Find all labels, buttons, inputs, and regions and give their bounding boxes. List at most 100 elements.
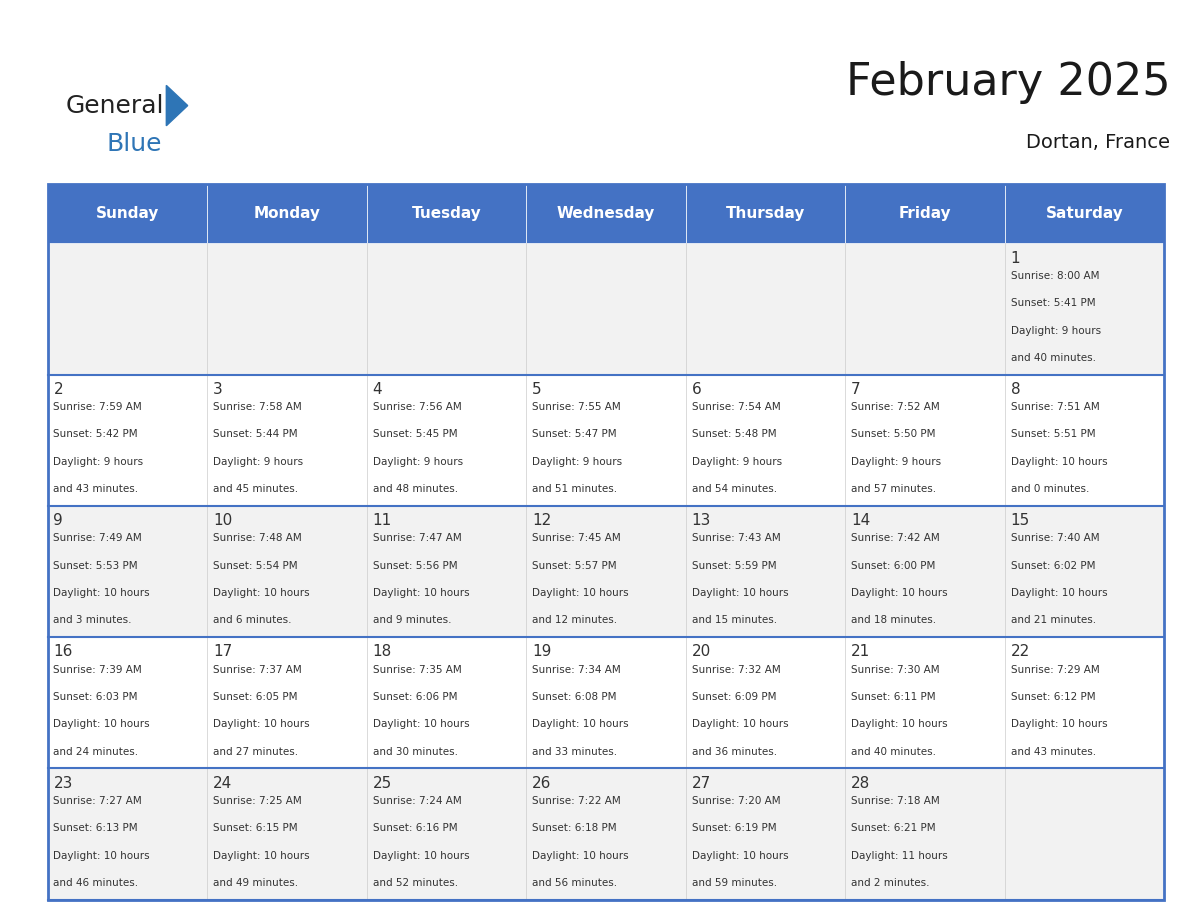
Text: Sunset: 5:45 PM: Sunset: 5:45 PM bbox=[373, 430, 457, 440]
Text: Daylight: 9 hours: Daylight: 9 hours bbox=[1011, 326, 1101, 335]
Text: Sunrise: 7:52 AM: Sunrise: 7:52 AM bbox=[851, 402, 940, 412]
Text: Sunday: Sunday bbox=[95, 206, 159, 221]
Text: and 21 minutes.: and 21 minutes. bbox=[1011, 615, 1095, 625]
Text: Sunrise: 7:42 AM: Sunrise: 7:42 AM bbox=[851, 533, 940, 543]
Text: and 40 minutes.: and 40 minutes. bbox=[851, 746, 936, 756]
Text: Daylight: 9 hours: Daylight: 9 hours bbox=[851, 457, 941, 466]
Text: and 57 minutes.: and 57 minutes. bbox=[851, 484, 936, 494]
Text: 14: 14 bbox=[851, 513, 871, 528]
Text: Daylight: 9 hours: Daylight: 9 hours bbox=[532, 457, 623, 466]
Text: and 40 minutes.: and 40 minutes. bbox=[1011, 353, 1095, 363]
Text: Sunrise: 8:00 AM: Sunrise: 8:00 AM bbox=[1011, 271, 1099, 281]
Text: Daylight: 10 hours: Daylight: 10 hours bbox=[53, 588, 150, 598]
Text: Sunset: 6:02 PM: Sunset: 6:02 PM bbox=[1011, 561, 1095, 571]
Text: 5: 5 bbox=[532, 382, 542, 397]
Bar bbox=[685, 506, 845, 637]
Text: Sunrise: 7:35 AM: Sunrise: 7:35 AM bbox=[373, 665, 461, 675]
Text: 1: 1 bbox=[1011, 251, 1020, 265]
Text: 28: 28 bbox=[851, 776, 871, 790]
Text: 12: 12 bbox=[532, 513, 551, 528]
Text: 17: 17 bbox=[213, 644, 232, 659]
Text: Sunrise: 7:51 AM: Sunrise: 7:51 AM bbox=[1011, 402, 1099, 412]
Text: 22: 22 bbox=[1011, 644, 1030, 659]
Text: 8: 8 bbox=[1011, 382, 1020, 397]
Text: and 24 minutes.: and 24 minutes. bbox=[53, 746, 139, 756]
Text: Sunrise: 7:22 AM: Sunrise: 7:22 AM bbox=[532, 796, 621, 806]
Bar bbox=[526, 375, 685, 506]
Text: Sunrise: 7:43 AM: Sunrise: 7:43 AM bbox=[691, 533, 781, 543]
Text: and 43 minutes.: and 43 minutes. bbox=[1011, 746, 1095, 756]
Text: Sunrise: 7:39 AM: Sunrise: 7:39 AM bbox=[53, 665, 143, 675]
Bar bbox=[367, 243, 526, 375]
Text: 13: 13 bbox=[691, 513, 710, 528]
Bar bbox=[48, 768, 207, 900]
Text: 9: 9 bbox=[53, 513, 63, 528]
Text: Daylight: 10 hours: Daylight: 10 hours bbox=[691, 851, 788, 860]
Bar bbox=[685, 375, 845, 506]
Text: Daylight: 10 hours: Daylight: 10 hours bbox=[373, 720, 469, 729]
Text: and 12 minutes.: and 12 minutes. bbox=[532, 615, 618, 625]
Bar bbox=[845, 243, 1005, 375]
Text: Daylight: 10 hours: Daylight: 10 hours bbox=[1011, 720, 1107, 729]
Text: Sunrise: 7:49 AM: Sunrise: 7:49 AM bbox=[53, 533, 143, 543]
Text: Daylight: 10 hours: Daylight: 10 hours bbox=[213, 588, 310, 598]
Text: Daylight: 9 hours: Daylight: 9 hours bbox=[213, 457, 303, 466]
Text: Sunset: 5:51 PM: Sunset: 5:51 PM bbox=[1011, 430, 1095, 440]
Text: Daylight: 9 hours: Daylight: 9 hours bbox=[691, 457, 782, 466]
Bar bbox=[685, 184, 845, 243]
Text: and 49 minutes.: and 49 minutes. bbox=[213, 878, 298, 888]
Bar bbox=[367, 375, 526, 506]
Text: Sunset: 5:48 PM: Sunset: 5:48 PM bbox=[691, 430, 776, 440]
Text: Sunrise: 7:55 AM: Sunrise: 7:55 AM bbox=[532, 402, 621, 412]
Bar bbox=[1005, 506, 1164, 637]
Text: Daylight: 10 hours: Daylight: 10 hours bbox=[53, 851, 150, 860]
Bar bbox=[367, 637, 526, 768]
Text: Sunrise: 7:37 AM: Sunrise: 7:37 AM bbox=[213, 665, 302, 675]
Text: Sunset: 5:57 PM: Sunset: 5:57 PM bbox=[532, 561, 617, 571]
Bar bbox=[48, 184, 1164, 900]
Text: Daylight: 10 hours: Daylight: 10 hours bbox=[373, 851, 469, 860]
Bar bbox=[1005, 768, 1164, 900]
Text: Sunset: 5:56 PM: Sunset: 5:56 PM bbox=[373, 561, 457, 571]
Text: Sunset: 6:18 PM: Sunset: 6:18 PM bbox=[532, 823, 617, 834]
Text: Sunset: 6:15 PM: Sunset: 6:15 PM bbox=[213, 823, 298, 834]
Text: Dortan, France: Dortan, France bbox=[1026, 133, 1170, 151]
Bar bbox=[48, 184, 207, 243]
Text: Sunrise: 7:40 AM: Sunrise: 7:40 AM bbox=[1011, 533, 1099, 543]
Text: Sunrise: 7:58 AM: Sunrise: 7:58 AM bbox=[213, 402, 302, 412]
Text: and 45 minutes.: and 45 minutes. bbox=[213, 484, 298, 494]
Text: 21: 21 bbox=[851, 644, 871, 659]
Bar bbox=[1005, 184, 1164, 243]
Text: Sunset: 5:41 PM: Sunset: 5:41 PM bbox=[1011, 298, 1095, 308]
Text: and 51 minutes.: and 51 minutes. bbox=[532, 484, 618, 494]
Bar bbox=[526, 637, 685, 768]
Text: 16: 16 bbox=[53, 644, 72, 659]
Bar bbox=[207, 637, 367, 768]
Bar bbox=[48, 506, 207, 637]
Text: Daylight: 10 hours: Daylight: 10 hours bbox=[851, 588, 948, 598]
Bar bbox=[207, 243, 367, 375]
Text: Sunrise: 7:48 AM: Sunrise: 7:48 AM bbox=[213, 533, 302, 543]
Bar bbox=[526, 243, 685, 375]
Text: 6: 6 bbox=[691, 382, 701, 397]
Text: and 27 minutes.: and 27 minutes. bbox=[213, 746, 298, 756]
Text: 3: 3 bbox=[213, 382, 222, 397]
Text: Sunset: 5:50 PM: Sunset: 5:50 PM bbox=[851, 430, 936, 440]
Text: Wednesday: Wednesday bbox=[557, 206, 655, 221]
Bar bbox=[207, 184, 367, 243]
Text: and 59 minutes.: and 59 minutes. bbox=[691, 878, 777, 888]
Text: and 43 minutes.: and 43 minutes. bbox=[53, 484, 139, 494]
Text: Sunset: 5:47 PM: Sunset: 5:47 PM bbox=[532, 430, 617, 440]
Text: Sunset: 6:12 PM: Sunset: 6:12 PM bbox=[1011, 692, 1095, 702]
Text: Thursday: Thursday bbox=[726, 206, 805, 221]
Text: Daylight: 10 hours: Daylight: 10 hours bbox=[213, 851, 310, 860]
Text: Sunrise: 7:59 AM: Sunrise: 7:59 AM bbox=[53, 402, 143, 412]
Text: Daylight: 9 hours: Daylight: 9 hours bbox=[373, 457, 462, 466]
Text: Sunrise: 7:20 AM: Sunrise: 7:20 AM bbox=[691, 796, 781, 806]
Text: and 36 minutes.: and 36 minutes. bbox=[691, 746, 777, 756]
Bar bbox=[845, 637, 1005, 768]
Text: Sunset: 6:09 PM: Sunset: 6:09 PM bbox=[691, 692, 776, 702]
Text: Daylight: 10 hours: Daylight: 10 hours bbox=[213, 720, 310, 729]
Text: 10: 10 bbox=[213, 513, 232, 528]
Text: and 3 minutes.: and 3 minutes. bbox=[53, 615, 132, 625]
